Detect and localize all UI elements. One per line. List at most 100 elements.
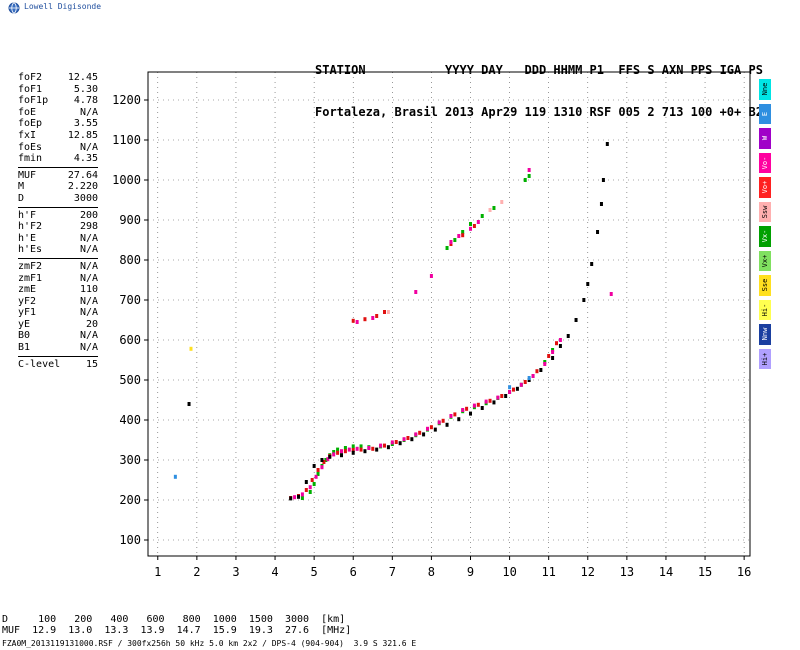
param-label: zmE xyxy=(18,284,37,296)
echo-point xyxy=(609,292,613,296)
echo-point xyxy=(461,230,465,234)
param-label: zmF2 xyxy=(18,260,43,272)
echo-point xyxy=(390,440,394,445)
x-tick-label: 4 xyxy=(271,565,278,579)
echo-point xyxy=(189,346,193,351)
param-label: foEs xyxy=(18,141,43,153)
param-row: foEs N/A xyxy=(18,142,98,154)
echo-point xyxy=(472,403,476,408)
param-row: zmF2 N/A xyxy=(18,261,98,273)
echo-point xyxy=(383,443,386,448)
echo-point xyxy=(508,390,512,394)
x-tick-label: 5 xyxy=(311,565,318,579)
echo-point xyxy=(332,450,336,454)
logo-text: Lowell Digisonde xyxy=(24,2,102,11)
legend-item: Sse xyxy=(759,275,771,296)
echo-point xyxy=(336,447,340,452)
x-tick-label: 10 xyxy=(502,565,516,579)
legend-item: Nnw xyxy=(759,324,771,345)
x-tick-label: 15 xyxy=(698,565,712,579)
param-value: 3.55 xyxy=(73,118,98,130)
echo-point xyxy=(586,282,590,286)
legend-label: Vo- xyxy=(761,156,769,170)
param-row: MUF 27.64 xyxy=(18,170,98,182)
echo-point xyxy=(457,417,461,422)
echo-point xyxy=(469,226,472,231)
echo-point xyxy=(515,386,519,391)
legend-item: Vo+ xyxy=(759,177,771,198)
param-label: fmin xyxy=(18,153,43,165)
legend-label: Vx- xyxy=(761,229,769,243)
param-row: yF1 N/A xyxy=(18,307,98,319)
legend-label: W xyxy=(761,136,769,141)
param-row: foEp 3.55 xyxy=(18,118,98,130)
station-header: STATION YYYY DAY DDD HHMM P1 FFS S AXN P… xyxy=(315,35,763,133)
echo-point xyxy=(480,214,484,218)
echo-point xyxy=(445,246,449,250)
echo-point xyxy=(539,368,543,372)
echo-point xyxy=(394,440,398,444)
param-label: foF1 xyxy=(18,83,43,95)
y-tick-label: 1000 xyxy=(112,173,141,187)
legend-item: Vx- xyxy=(759,226,771,247)
echo-point xyxy=(453,238,457,242)
echo-point xyxy=(328,454,332,459)
echo-point xyxy=(512,387,515,392)
legend-item: Hi+ xyxy=(759,348,771,369)
echo-point xyxy=(398,441,402,446)
echo-point xyxy=(457,234,461,238)
param-row: fmin 4.35 xyxy=(18,153,98,165)
echo-point xyxy=(508,385,512,390)
echo-point xyxy=(312,482,316,486)
echo-point xyxy=(383,310,386,314)
echo-point xyxy=(340,453,343,458)
echo-point xyxy=(465,406,469,411)
echo-point xyxy=(429,425,433,430)
echo-point xyxy=(304,480,308,484)
echo-point xyxy=(429,274,433,278)
echo-point xyxy=(187,402,191,406)
echo-point xyxy=(304,488,308,492)
param-value: 298 xyxy=(79,221,98,233)
echo-point xyxy=(469,222,472,226)
echo-point xyxy=(461,408,465,412)
legend-item: Ssw xyxy=(759,201,771,222)
param-label: fxI xyxy=(18,129,37,141)
axis-ticks: 1 2 3 4 5 6 7 8 9 10 11 12 13 14 15 1610020030040050060… xyxy=(112,93,751,579)
param-row: h'F 200 xyxy=(18,210,98,222)
echo-point xyxy=(480,406,484,410)
echo-point xyxy=(371,446,375,451)
echo-point xyxy=(605,142,609,146)
legend-label: Vo+ xyxy=(761,180,769,194)
echo-point xyxy=(320,458,324,462)
param-label: C-level xyxy=(18,358,61,370)
legend-item: Vx+ xyxy=(759,250,771,271)
param-value: N/A xyxy=(79,295,98,307)
echo-point xyxy=(375,447,379,452)
echo-point xyxy=(347,447,351,452)
echo-point xyxy=(504,394,508,398)
echo-point xyxy=(500,394,504,398)
y-tick-label: 1200 xyxy=(112,93,141,107)
param-label: foE xyxy=(18,106,37,118)
param-row: foF2 12.45 xyxy=(18,72,98,84)
param-label: yF2 xyxy=(18,295,37,307)
param-value: 27.64 xyxy=(67,169,98,181)
x-tick-label: 8 xyxy=(428,565,435,579)
x-tick-label: 2 xyxy=(193,565,200,579)
param-value: 4.78 xyxy=(73,95,98,107)
echo-point xyxy=(599,202,603,206)
echo-point xyxy=(308,490,312,494)
param-row: fxI 12.85 xyxy=(18,130,98,142)
echo-point xyxy=(527,376,531,380)
logo: Lowell Digisonde xyxy=(8,2,101,14)
param-label: B0 xyxy=(18,330,31,342)
echo-point xyxy=(551,350,555,354)
x-tick-label: 9 xyxy=(467,565,474,579)
echo-point xyxy=(322,460,326,464)
y-tick-label: 800 xyxy=(119,253,141,267)
x-tick-label: 3 xyxy=(232,565,239,579)
legend-item: Nne xyxy=(759,79,771,100)
echo-point xyxy=(547,354,551,358)
